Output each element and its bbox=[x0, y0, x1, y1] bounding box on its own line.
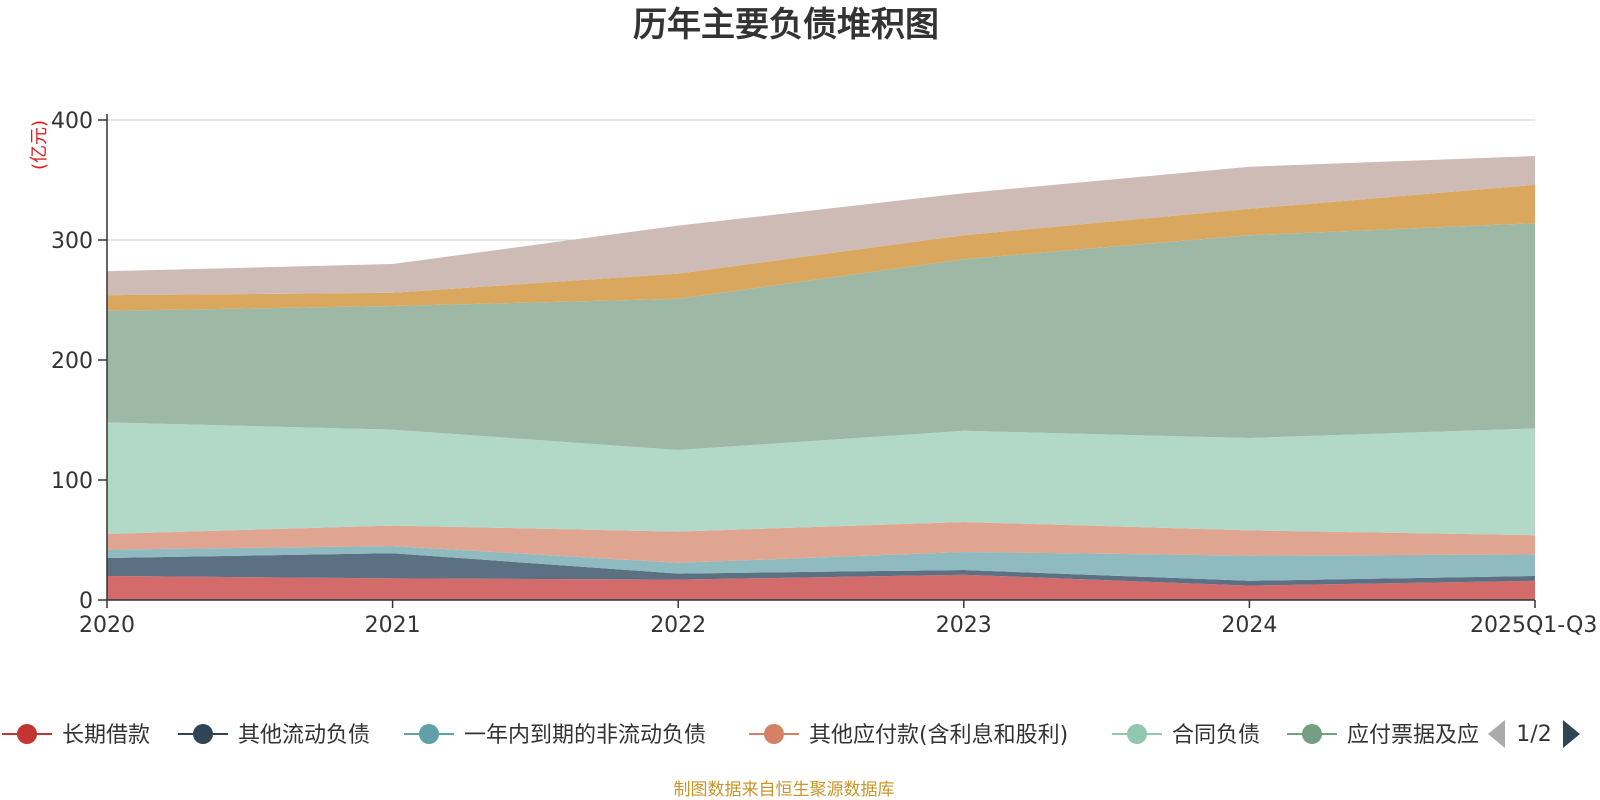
area-长期借款[interactable] bbox=[107, 574, 1535, 600]
x-tick-label: 2025Q1-Q3 bbox=[1470, 613, 1597, 638]
x-tick-label: 2022 bbox=[650, 613, 706, 638]
x-tick-label: 2023 bbox=[936, 613, 992, 638]
legend-item[interactable]: 应付票据及应 bbox=[1287, 723, 1479, 748]
x-tick-label: 2021 bbox=[365, 613, 421, 638]
legend-item[interactable]: 一年内到期的非流动负债 bbox=[404, 723, 706, 748]
y-tick-labels: 0 100 200 300 400 bbox=[51, 109, 93, 614]
chart-title: 历年主要负债堆积图 bbox=[633, 5, 939, 45]
legend-circle-marker bbox=[193, 724, 213, 744]
legend-label: 其他应付款(含利息和股利) bbox=[809, 723, 1068, 748]
legend[interactable]: 长期借款 其他流动负债 一年内到期的非流动负债 其他应付款(含利息和股利) 合同负债 应付… bbox=[2, 720, 1580, 748]
legend-next-icon[interactable] bbox=[1563, 720, 1580, 748]
legend-item[interactable]: 其他应付款(含利息和股利) bbox=[749, 723, 1068, 748]
legend-item[interactable]: 其他流动负债 bbox=[178, 723, 370, 748]
legend-label: 长期借款 bbox=[62, 723, 150, 748]
y-tick-label: 200 bbox=[51, 349, 93, 374]
area-一年内到期的非流动负债[interactable] bbox=[107, 546, 1535, 581]
y-tick-label: 0 bbox=[79, 589, 93, 614]
legend-label: 一年内到期的非流动负债 bbox=[464, 723, 706, 748]
x-tick-labels: 2020 2021 2022 2023 2024 2025Q1-Q3 bbox=[79, 600, 1597, 638]
area-其他应付款(含利息和股利)[interactable] bbox=[107, 522, 1535, 563]
area-应付票据及应付账款[interactable] bbox=[107, 223, 1535, 450]
legend-item[interactable]: 长期借款 bbox=[2, 723, 150, 748]
legend-prev-icon[interactable] bbox=[1488, 720, 1505, 748]
legend-page-indicator: 1/2 bbox=[1516, 722, 1551, 747]
x-tick-label: 2024 bbox=[1221, 613, 1277, 638]
legend-label: 应付票据及应 bbox=[1347, 723, 1479, 748]
legend-label: 合同负债 bbox=[1172, 723, 1260, 748]
legend-circle-marker bbox=[419, 724, 439, 744]
legend-item[interactable]: 合同负债 bbox=[1112, 723, 1260, 748]
area-其他[interactable] bbox=[107, 156, 1535, 296]
legend-circle-marker bbox=[17, 724, 37, 744]
legend-label: 其他流动负债 bbox=[238, 723, 370, 748]
y-tick-label: 300 bbox=[51, 229, 93, 254]
axes bbox=[106, 114, 1535, 601]
y-tick-label: 100 bbox=[51, 469, 93, 494]
legend-circle-marker bbox=[764, 724, 784, 744]
y-axis-unit: (亿元) bbox=[29, 120, 50, 170]
data-source-note: 制图数据来自恒生聚源数据库 bbox=[674, 780, 895, 800]
legend-circle-marker bbox=[1302, 724, 1322, 744]
area-其他流动负债[interactable] bbox=[107, 553, 1535, 586]
y-tick-label: 400 bbox=[51, 109, 93, 134]
area-series bbox=[107, 156, 1535, 600]
area-合同负债[interactable] bbox=[107, 422, 1535, 536]
legend-circle-marker bbox=[1127, 724, 1147, 744]
x-tick-label: 2020 bbox=[79, 613, 135, 638]
area-应付职工薪酬[interactable] bbox=[107, 184, 1535, 311]
